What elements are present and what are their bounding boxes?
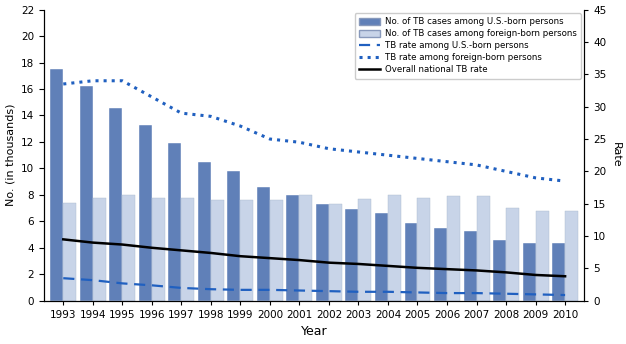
Bar <box>536 211 548 301</box>
Bar <box>316 204 329 301</box>
Bar <box>122 195 135 301</box>
Bar <box>523 243 536 301</box>
Bar <box>227 171 240 301</box>
Bar <box>63 203 76 301</box>
Bar <box>359 199 371 301</box>
Bar <box>50 69 63 301</box>
Bar <box>139 125 152 301</box>
Bar <box>434 228 447 301</box>
Bar <box>388 195 401 301</box>
Bar <box>110 108 122 301</box>
Bar <box>287 195 299 301</box>
Bar <box>506 208 519 301</box>
Bar <box>552 243 565 301</box>
Bar <box>152 197 165 301</box>
Bar <box>476 196 490 301</box>
Bar <box>270 200 283 301</box>
Bar <box>299 195 312 301</box>
Bar <box>404 223 418 301</box>
Bar <box>463 231 476 301</box>
Bar <box>240 200 254 301</box>
Bar <box>329 204 342 301</box>
Bar <box>80 86 93 301</box>
Bar <box>198 162 211 301</box>
Bar <box>182 197 194 301</box>
Bar <box>493 240 506 301</box>
Y-axis label: No. (in thousands): No. (in thousands) <box>6 104 16 206</box>
Bar <box>93 197 106 301</box>
Bar <box>447 196 460 301</box>
Bar <box>418 197 431 301</box>
Bar <box>565 211 578 301</box>
Bar <box>375 214 388 301</box>
Bar <box>346 209 359 301</box>
X-axis label: Year: Year <box>301 325 327 338</box>
Bar <box>257 187 270 301</box>
Y-axis label: Rate: Rate <box>610 142 620 168</box>
Bar <box>211 200 224 301</box>
Legend: No. of TB cases among U.S.-born persons, No. of TB cases among foreign-born pers: No. of TB cases among U.S.-born persons,… <box>354 13 581 79</box>
Bar <box>168 143 182 301</box>
